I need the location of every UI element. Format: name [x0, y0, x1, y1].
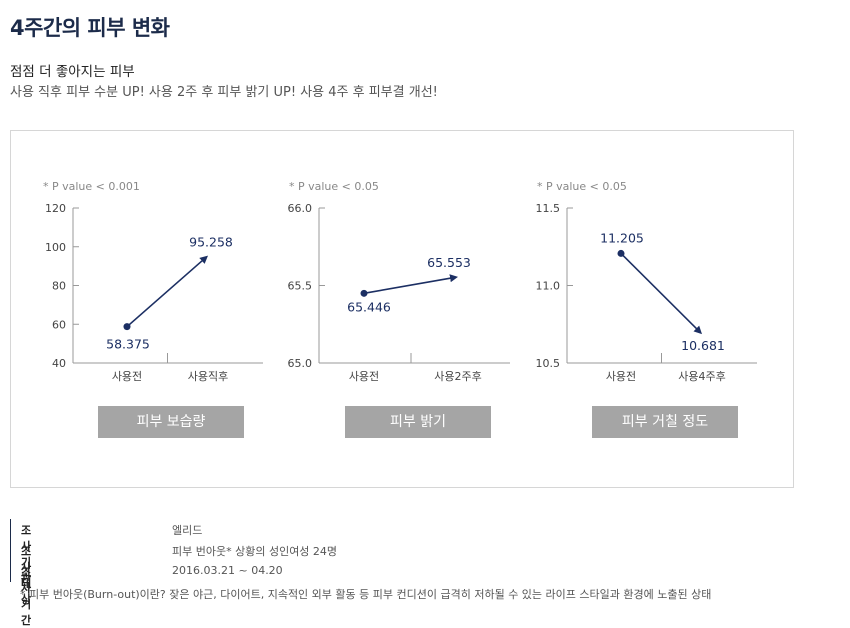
data-value-label: 58.375	[106, 337, 150, 352]
data-value-label: 65.553	[427, 255, 471, 270]
y-tick-label: 65.0	[288, 357, 313, 370]
caption-brightness: 피부 밝기	[345, 406, 491, 438]
data-value-label: 65.446	[347, 299, 391, 314]
survey-value: 엘리드	[172, 524, 203, 537]
y-tick-label: 40	[52, 357, 66, 370]
survey-footnote: * 피부 번아웃(Burn-out)이란? 잦은 야근, 다이어트, 지속적인 …	[20, 588, 712, 601]
chart-panel	[10, 130, 794, 488]
data-point-start	[617, 249, 625, 257]
pvalue-note: * P value < 0.05	[537, 180, 627, 193]
y-tick-label: 10.5	[536, 357, 561, 370]
data-value-label: 11.205	[600, 230, 644, 245]
x-tick-label: 사용전	[112, 370, 142, 383]
data-value-label: 95.258	[189, 235, 233, 250]
survey-value: 2016.03.21 ~ 04.20	[172, 564, 283, 577]
data-point-start	[123, 323, 131, 331]
data-value-label: 10.681	[681, 338, 725, 353]
pvalue-note: * P value < 0.05	[289, 180, 379, 193]
data-series-line	[363, 274, 458, 295]
data-series-line	[620, 252, 702, 335]
x-tick-label: 사용2주후	[434, 370, 481, 383]
y-tick-label: 66.0	[288, 202, 313, 215]
y-tick-label: 120	[45, 202, 66, 215]
y-tick-label: 100	[45, 241, 66, 254]
x-tick-label: 사용4주후	[678, 370, 725, 383]
data-point-start	[360, 289, 368, 297]
caption-moisture: 피부 보습량	[98, 406, 244, 438]
x-tick-label: 사용직후	[188, 370, 228, 383]
page-description: 사용 직후 피부 수분 UP! 사용 2주 후 피부 밝기 UP! 사용 4주 …	[10, 85, 438, 100]
survey-label: 조사 대상	[21, 545, 32, 606]
y-tick-label: 11.5	[536, 202, 561, 215]
pvalue-note: * P value < 0.001	[43, 180, 140, 193]
page-title: 4주간의 피부 변화	[10, 16, 170, 40]
caption-roughness: 피부 거칠 정도	[592, 406, 738, 438]
survey-info: 조사 기관 엘리드 조사 대상 피부 번아웃* 상황의 성인여성 24명 조사기…	[10, 519, 337, 627]
page-subtitle: 점점 더 좋아지는 피부	[10, 64, 135, 80]
data-series-line	[126, 255, 209, 328]
survey-label: 조사기간	[21, 566, 32, 627]
y-tick-label: 65.5	[288, 280, 313, 293]
survey-label: 조사 기관	[21, 524, 32, 585]
y-tick-label: 60	[52, 318, 66, 331]
y-tick-label: 11.0	[536, 280, 561, 293]
x-tick-label: 사용전	[349, 370, 379, 383]
survey-value: 피부 번아웃* 상황의 성인여성 24명	[172, 545, 338, 558]
y-tick-label: 80	[52, 280, 66, 293]
x-tick-label: 사용전	[606, 370, 636, 383]
charts-svg: * P value < 0.001 120 100 80 60 40 사용전 사용직후 58.3…	[43, 180, 757, 383]
